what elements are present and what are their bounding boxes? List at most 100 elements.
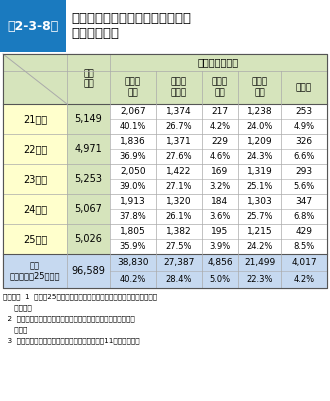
Text: 2,050: 2,050 — [120, 167, 146, 176]
Bar — [156, 149, 202, 164]
Bar — [110, 224, 156, 239]
Bar — [281, 134, 327, 149]
Bar — [110, 239, 156, 254]
Text: 5,067: 5,067 — [75, 204, 102, 214]
Bar — [281, 209, 327, 224]
Text: 293: 293 — [295, 167, 313, 176]
Text: 217: 217 — [212, 107, 229, 116]
Bar — [238, 179, 281, 194]
Bar — [238, 209, 281, 224]
Bar — [202, 194, 238, 209]
Text: 5,026: 5,026 — [75, 234, 102, 244]
Text: 96,589: 96,589 — [72, 266, 106, 276]
Text: その他: その他 — [296, 83, 312, 92]
Bar — [202, 149, 238, 164]
Text: 2,067: 2,067 — [120, 107, 146, 116]
Bar — [238, 119, 281, 134]
Bar — [238, 224, 281, 239]
Text: 1,238: 1,238 — [247, 107, 272, 116]
Bar — [67, 164, 110, 194]
Bar — [202, 71, 238, 104]
Text: 4,017: 4,017 — [291, 258, 317, 267]
Text: 429: 429 — [295, 227, 313, 236]
Bar — [67, 104, 110, 134]
Text: 4,856: 4,856 — [207, 258, 233, 267]
Text: 1,320: 1,320 — [166, 197, 192, 206]
Text: 1,836: 1,836 — [120, 137, 146, 146]
Text: 4,971: 4,971 — [75, 144, 102, 154]
Text: 22.3%: 22.3% — [246, 275, 273, 284]
Bar — [110, 134, 156, 149]
Bar — [156, 71, 202, 104]
Text: 5.6%: 5.6% — [293, 182, 314, 191]
Text: 1,374: 1,374 — [166, 107, 192, 116]
Text: 24年度: 24年度 — [23, 204, 47, 214]
Text: 4.2%: 4.2% — [210, 122, 231, 131]
Text: 3.9%: 3.9% — [209, 242, 231, 251]
Bar — [110, 194, 156, 209]
Bar — [281, 71, 327, 104]
Text: 26.7%: 26.7% — [166, 122, 192, 131]
Bar — [110, 254, 156, 288]
Bar — [110, 164, 156, 179]
Bar — [281, 104, 327, 119]
Text: 審議
件数: 審議 件数 — [83, 69, 94, 89]
Bar — [110, 54, 327, 71]
Bar — [67, 54, 110, 104]
Text: 195: 195 — [212, 227, 229, 236]
Text: 5,149: 5,149 — [75, 114, 102, 124]
Bar — [202, 254, 238, 288]
Bar — [110, 149, 156, 164]
Bar — [156, 134, 202, 149]
Bar — [3, 254, 67, 288]
Bar — [156, 254, 202, 288]
Bar — [281, 239, 327, 254]
Text: 25.7%: 25.7% — [246, 212, 273, 221]
Bar — [281, 179, 327, 194]
Text: 現行ど
おり: 現行ど おり — [251, 78, 268, 97]
Text: 24.2%: 24.2% — [246, 242, 273, 251]
Text: 21,499: 21,499 — [244, 258, 275, 267]
Text: 21年度: 21年度 — [23, 114, 47, 124]
Bar — [3, 164, 67, 194]
Text: 第2-3-8表: 第2-3-8表 — [7, 20, 59, 32]
Text: 実施は
困難: 実施は 困難 — [212, 78, 228, 97]
Text: 実施が
適当: 実施が 適当 — [125, 78, 141, 97]
Text: 1,303: 1,303 — [247, 197, 272, 206]
Text: 1,319: 1,319 — [247, 167, 272, 176]
Text: 25年度: 25年度 — [23, 234, 47, 244]
Text: 2  小数点第二位を四捨五入のため、合計等が一致しない場合が: 2 小数点第二位を四捨五入のため、合計等が一致しない場合が — [3, 315, 135, 322]
Text: 3  審議結果のうち、「その他」については平成11年度から設定: 3 審議結果のうち、「その他」については平成11年度から設定 — [3, 337, 140, 344]
Text: 27.5%: 27.5% — [166, 242, 192, 251]
Text: 5.0%: 5.0% — [210, 275, 231, 284]
Bar — [3, 54, 327, 288]
Bar — [238, 104, 281, 119]
Bar — [202, 104, 238, 119]
Bar — [110, 119, 156, 134]
Text: 36.9%: 36.9% — [120, 152, 146, 161]
Text: より作成: より作成 — [3, 304, 32, 311]
Bar — [281, 119, 327, 134]
Bar — [110, 179, 156, 194]
Text: 1,913: 1,913 — [120, 197, 146, 206]
Text: 8.5%: 8.5% — [293, 242, 314, 251]
Text: （備考）  1  「平成25年度における消防職員委員会の運営状況調査結果」: （備考） 1 「平成25年度における消防職員委員会の運営状況調査結果」 — [3, 293, 157, 300]
Text: 4.6%: 4.6% — [209, 152, 231, 161]
Text: 38,830: 38,830 — [117, 258, 149, 267]
Bar — [3, 54, 327, 288]
Text: 4.9%: 4.9% — [293, 122, 314, 131]
Text: 27.6%: 27.6% — [166, 152, 192, 161]
Bar — [156, 179, 202, 194]
Bar — [202, 164, 238, 179]
Text: 39.0%: 39.0% — [120, 182, 146, 191]
Text: 22年度: 22年度 — [23, 144, 47, 154]
Text: 諸課題
を検討: 諸課題 を検討 — [171, 78, 187, 97]
Bar — [156, 194, 202, 209]
Text: 5,253: 5,253 — [75, 174, 103, 184]
Text: ある。: ある。 — [3, 326, 27, 332]
Text: 184: 184 — [212, 197, 229, 206]
Text: 23年度: 23年度 — [23, 174, 47, 184]
Text: 253: 253 — [295, 107, 313, 116]
Text: 4.2%: 4.2% — [293, 275, 314, 284]
Bar — [281, 224, 327, 239]
